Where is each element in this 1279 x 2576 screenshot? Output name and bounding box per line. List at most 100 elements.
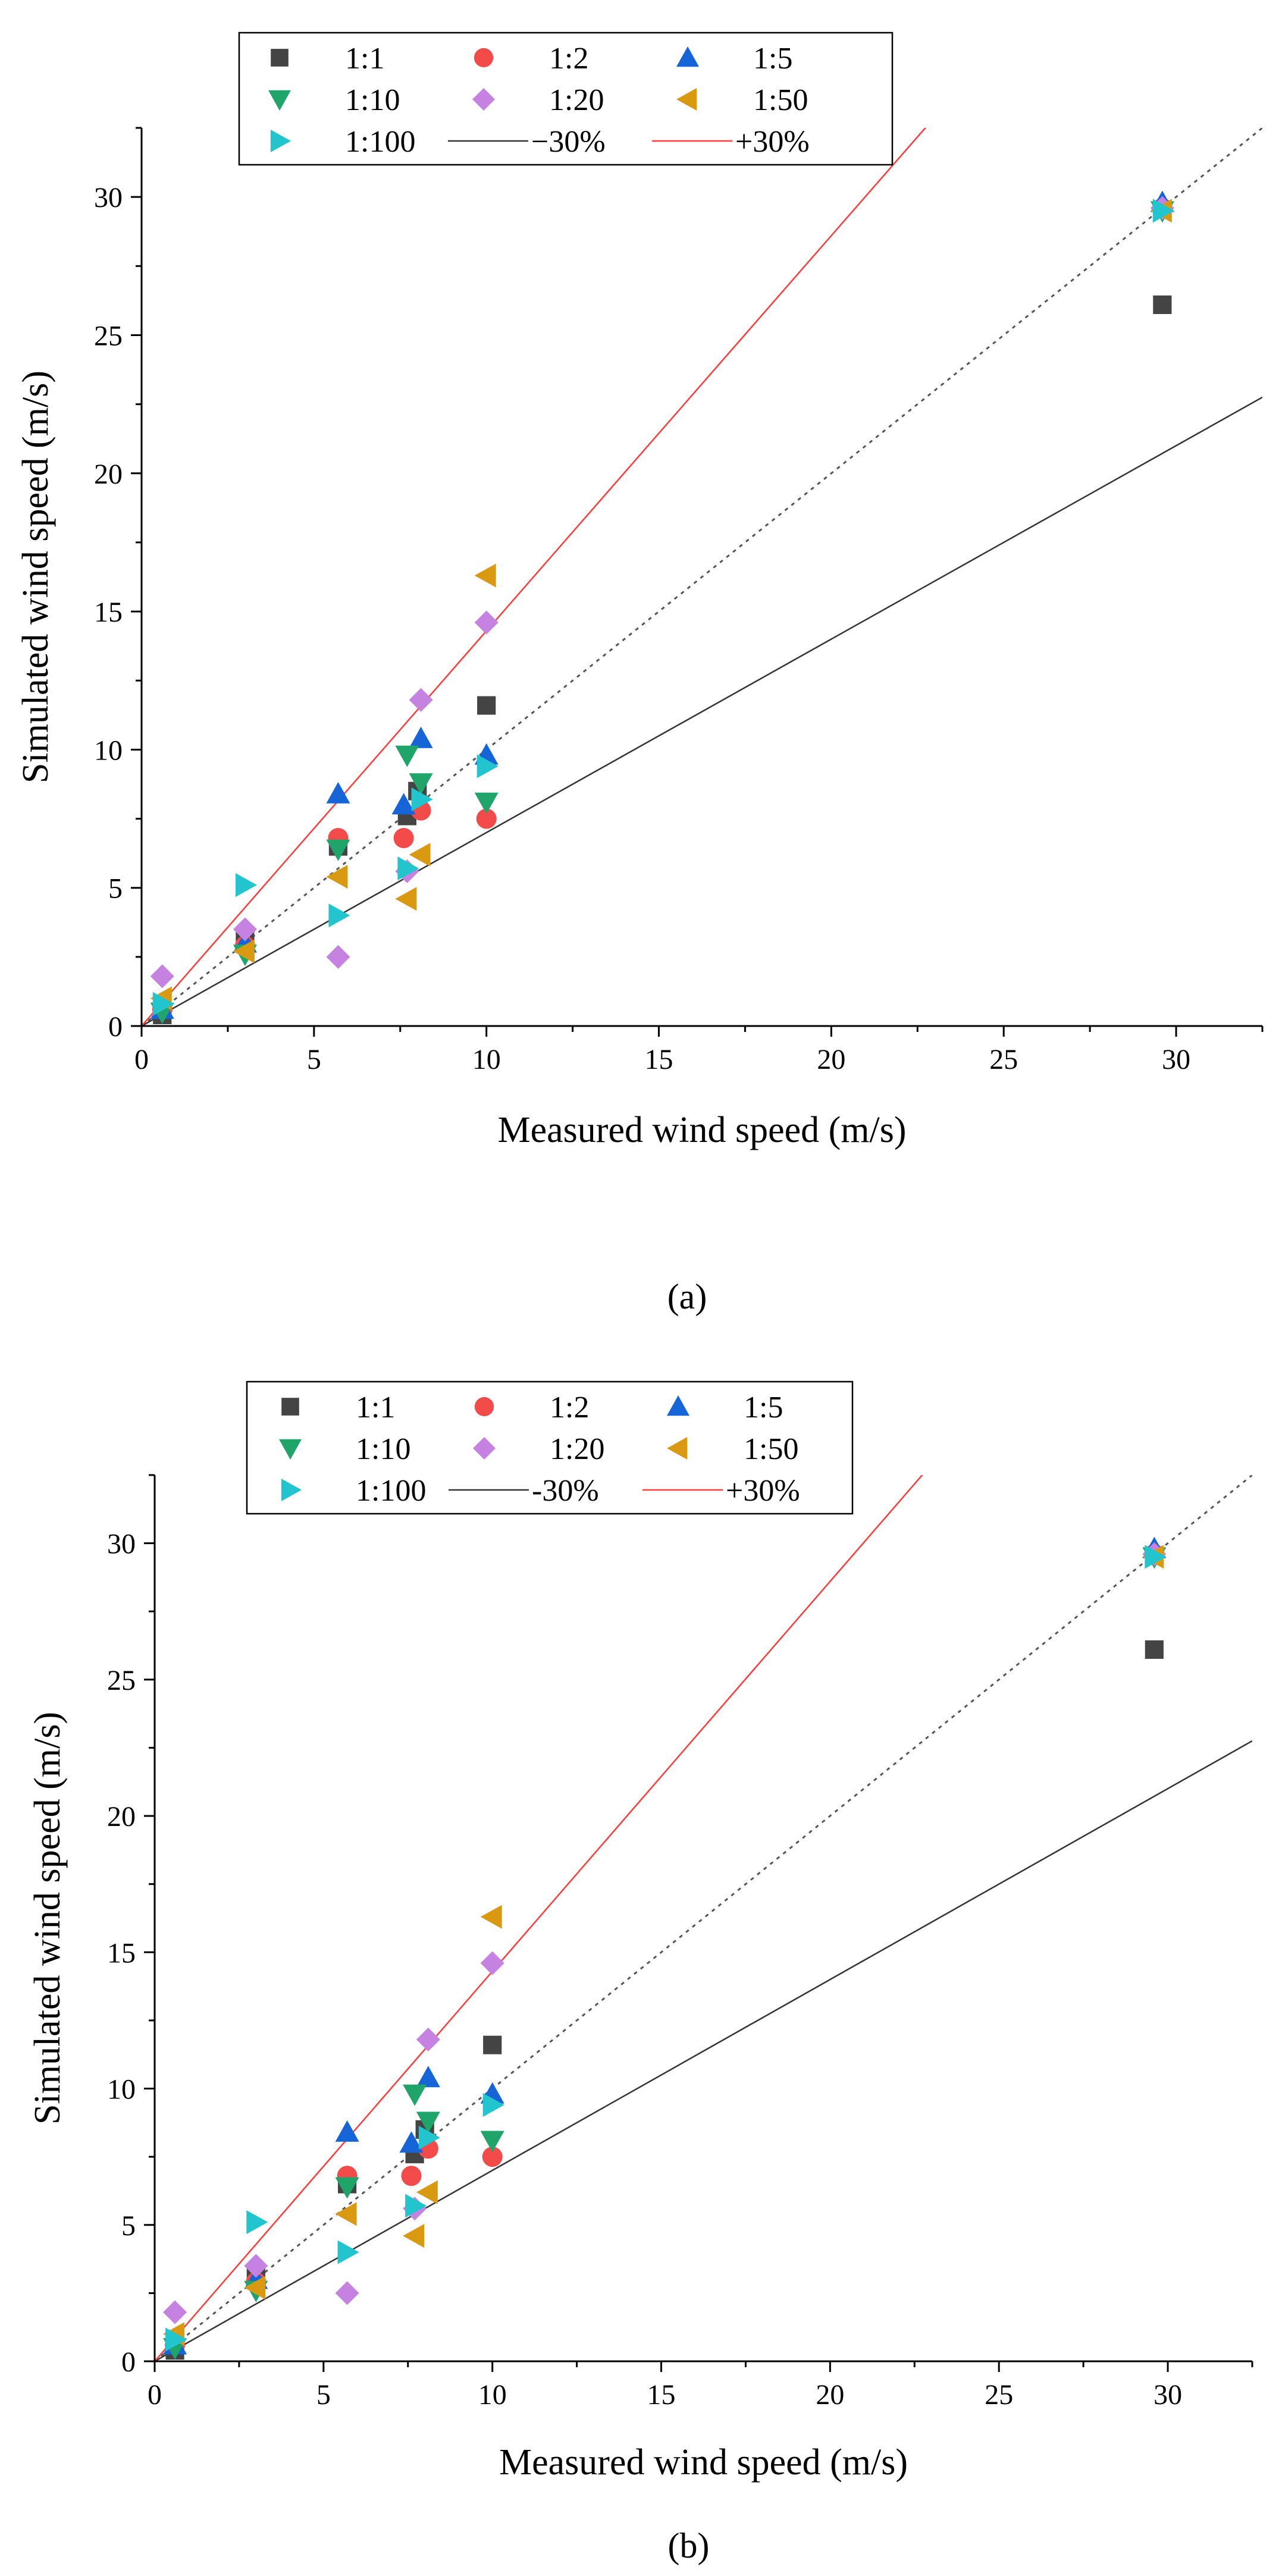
panel-caption: (a) xyxy=(667,1277,707,1316)
data-point xyxy=(474,563,496,588)
data-point xyxy=(328,903,350,928)
data-point xyxy=(233,939,255,964)
x-tick-label: 20 xyxy=(817,1044,845,1075)
data-point xyxy=(401,2166,422,2186)
y-tick-label: 25 xyxy=(107,1665,136,1696)
data-point xyxy=(474,792,499,814)
data-point xyxy=(163,2300,187,2324)
x-tick-label: 25 xyxy=(985,2379,1013,2411)
legend-item: 1:5 xyxy=(667,1391,783,1425)
data-point xyxy=(416,2180,438,2204)
legend: 1:1 1:2 1:5 1:10 1:20 1:50 1:100 -30% +30% xyxy=(246,1380,854,1515)
series-1-10 xyxy=(150,201,1174,1024)
legend: 1:1 1:2 1:5 1:10 1:20 1:50 1:100 −30% +30% xyxy=(238,32,894,166)
legend-item: 1:100 xyxy=(281,1474,426,1508)
series-1-50 xyxy=(150,199,1172,1011)
data-point xyxy=(405,2194,427,2218)
x-tick-label: 5 xyxy=(316,2379,331,2411)
y-tick-label: 5 xyxy=(108,873,123,905)
data-point xyxy=(483,2035,502,2054)
legend-marker xyxy=(268,90,291,111)
x-axis-title: Measured wind speed (m/s) xyxy=(499,2442,908,2483)
reference-line-11dotted xyxy=(142,128,1262,1026)
y-tick-label: 15 xyxy=(107,1937,136,1969)
y-tick-label: 0 xyxy=(108,1011,123,1043)
data-point xyxy=(480,1951,504,1975)
legend-item: +30% xyxy=(652,125,810,159)
data-point xyxy=(1152,199,1174,223)
panel-caption: (b) xyxy=(668,2526,710,2565)
legend-marker xyxy=(281,1479,302,1501)
legend-marker xyxy=(667,1395,689,1416)
x-tick-label: 5 xyxy=(307,1044,321,1075)
data-point xyxy=(480,1904,502,1929)
legend-label: -30% xyxy=(532,1474,599,1508)
legend-label: +30% xyxy=(726,1474,800,1508)
legend-item: 1:20 xyxy=(473,1432,604,1466)
data-point xyxy=(335,2202,357,2226)
legend-label: 1:1 xyxy=(345,42,384,76)
legend-marker xyxy=(472,88,495,111)
series-1-5 xyxy=(150,190,1174,1019)
y-tick-label: 25 xyxy=(94,320,123,352)
data-point xyxy=(244,2254,268,2278)
reference-line-30 xyxy=(155,1740,1252,2361)
legend-item: 1:50 xyxy=(667,1432,798,1466)
data-point xyxy=(416,2066,440,2088)
data-point xyxy=(326,865,348,889)
x-tick-label: 0 xyxy=(148,2379,162,2411)
data-point xyxy=(393,828,414,849)
data-point xyxy=(403,2224,425,2248)
data-point xyxy=(409,688,433,712)
data-point xyxy=(326,945,350,969)
data-point xyxy=(337,2240,359,2264)
legend-marker xyxy=(279,1439,302,1460)
panel-b: 0 5 10 15 20 25 30 0 5 10 15 20 25 30 Measured wind sp… xyxy=(27,1380,1253,2565)
data-point xyxy=(152,992,174,1016)
series-1-100 xyxy=(152,199,1174,1016)
data-point xyxy=(235,873,257,898)
series-1-100 xyxy=(165,1545,1167,2352)
legend-item: 1:10 xyxy=(279,1432,410,1466)
legend-label: 1:100 xyxy=(345,125,415,159)
data-point xyxy=(477,696,496,715)
x-tick-label: 15 xyxy=(647,2379,676,2411)
legend-item: 1:50 xyxy=(676,83,808,117)
y-tick-label: 20 xyxy=(107,1801,136,1833)
legend-label: −30% xyxy=(531,125,606,159)
y-axis-title: Simulated wind speed (m/s) xyxy=(27,1712,68,2125)
x-tick-label: 30 xyxy=(1162,1044,1190,1075)
data-point xyxy=(335,2120,359,2142)
reference-line-30 xyxy=(142,128,927,1026)
data-point xyxy=(335,2177,359,2199)
series-1-20 xyxy=(150,196,1174,989)
data-point xyxy=(476,808,497,829)
data-point xyxy=(409,773,433,795)
reference-lines xyxy=(142,128,1262,1026)
data-point xyxy=(391,793,416,815)
data-point xyxy=(1145,1545,1167,1569)
legend-box xyxy=(238,32,894,166)
series-1-20 xyxy=(163,1542,1167,2324)
legend-marker xyxy=(271,49,289,67)
data-point xyxy=(474,610,499,635)
reference-line-30 xyxy=(142,396,1262,1026)
legend-label: +30% xyxy=(735,125,810,159)
y-tick-label: 10 xyxy=(94,735,123,766)
legend-marker xyxy=(676,46,699,67)
legend-marker xyxy=(474,1397,494,1417)
data-point xyxy=(477,754,499,779)
data-point xyxy=(411,787,433,812)
legend-item: 1:100 xyxy=(270,125,415,159)
data-point xyxy=(418,2126,440,2150)
legend-label: 1:50 xyxy=(744,1432,798,1466)
x-tick-label: 30 xyxy=(1153,2379,1182,2411)
x-tick-label: 15 xyxy=(645,1044,673,1075)
data-point xyxy=(399,2131,424,2153)
data-point xyxy=(480,2131,504,2153)
x-tick-label: 20 xyxy=(816,2379,844,2411)
series-1-50 xyxy=(163,1545,1164,2346)
legend-label: 1:100 xyxy=(356,1474,426,1508)
y-tick-label: 5 xyxy=(121,2210,136,2242)
series-1-10 xyxy=(163,1547,1167,2360)
